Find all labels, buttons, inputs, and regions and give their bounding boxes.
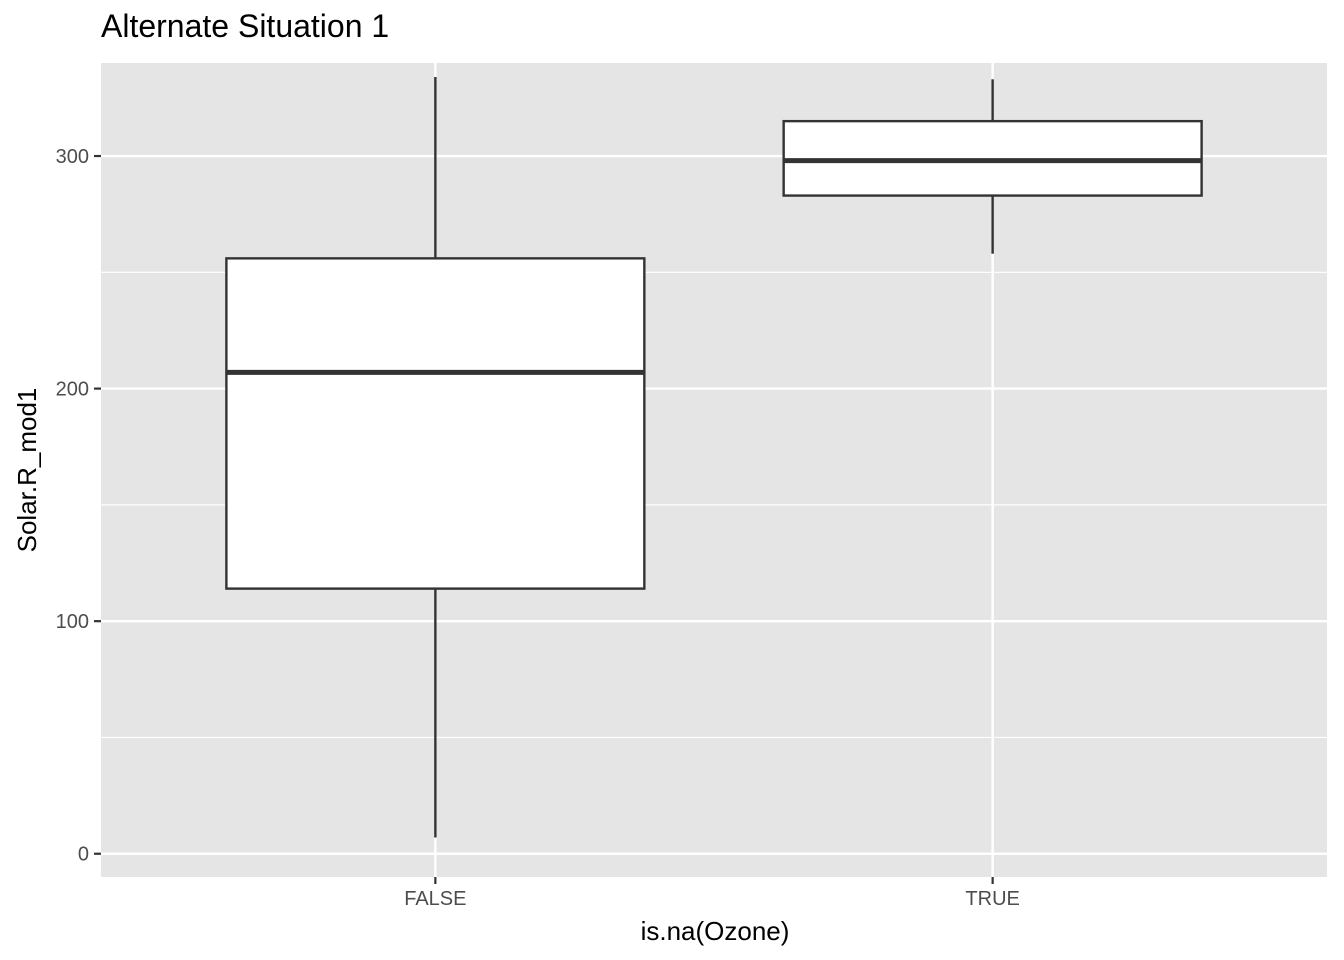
boxes-layer <box>225 76 1203 838</box>
y-tick-label: 200 <box>56 379 89 401</box>
x-tick-label: TRUE <box>965 888 1019 910</box>
box-true <box>782 79 1203 254</box>
x-axis: FALSE TRUE <box>404 877 1020 910</box>
y-axis-title: Solar.R_mod1 <box>12 388 42 553</box>
box-body <box>225 257 646 590</box>
y-axis: 0 100 200 300 <box>56 146 101 866</box>
y-tick-label: 300 <box>56 146 89 168</box>
chart-title: Alternate Situation 1 <box>101 8 390 44</box>
x-tick-label: FALSE <box>404 888 466 910</box>
x-axis-title: is.na(Ozone) <box>641 916 790 946</box>
box-false <box>225 76 646 838</box>
y-tick-label: 100 <box>56 611 89 633</box>
y-tick-label: 0 <box>78 844 89 866</box>
